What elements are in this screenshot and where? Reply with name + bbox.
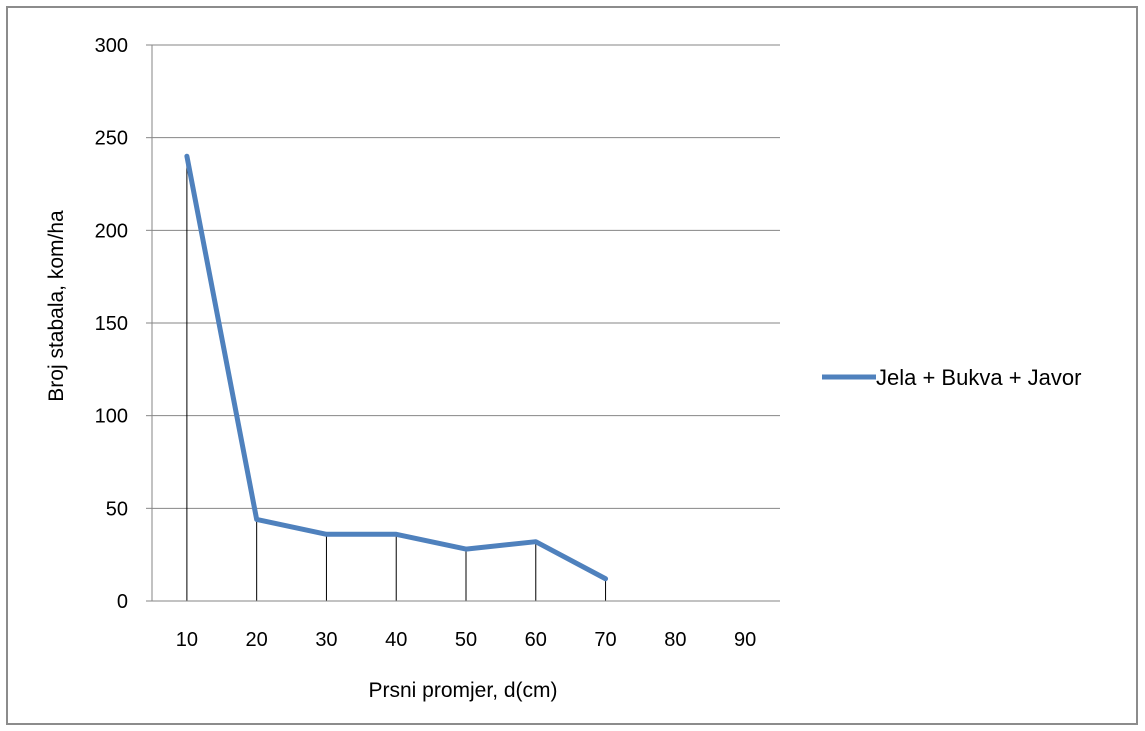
y-tick-labels: 0 50 100 150 200 250 300 bbox=[95, 35, 128, 613]
x-tick-label: 10 bbox=[176, 629, 198, 651]
gridlines bbox=[146, 45, 780, 601]
x-axis-title: Prsni promjer, d(cm) bbox=[368, 679, 557, 702]
y-tick-label: 250 bbox=[95, 128, 128, 150]
x-tick-label: 40 bbox=[385, 629, 407, 651]
y-tick-label: 50 bbox=[106, 498, 128, 520]
x-tick-labels: 10 20 30 40 50 60 70 80 90 bbox=[176, 629, 756, 651]
series-lines bbox=[185, 155, 607, 581]
series-line bbox=[187, 156, 606, 579]
legend: Jela + Bukva + Javor bbox=[822, 365, 1081, 390]
y-axis-title: Broj stabala, kom/ha bbox=[45, 210, 68, 402]
x-tick-label: 20 bbox=[246, 629, 268, 651]
x-tick-label: 90 bbox=[734, 629, 756, 651]
y-tick-label: 100 bbox=[95, 406, 128, 428]
x-tick-label: 70 bbox=[594, 629, 616, 651]
x-tick-label: 60 bbox=[525, 629, 547, 651]
x-tick-label: 50 bbox=[455, 629, 477, 651]
y-tick-label: 150 bbox=[95, 313, 128, 335]
y-tick-label: 300 bbox=[95, 35, 128, 57]
legend-label: Jela + Bukva + Javor bbox=[876, 365, 1081, 390]
x-tick-label: 30 bbox=[315, 629, 337, 651]
x-tick-label: 80 bbox=[664, 629, 686, 651]
y-tick-label: 200 bbox=[95, 220, 128, 242]
y-tick-label: 0 bbox=[117, 591, 128, 613]
